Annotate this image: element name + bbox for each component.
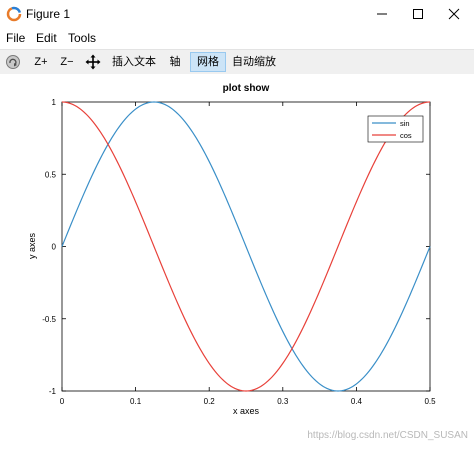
close-icon: [448, 8, 460, 20]
window-title: Figure 1: [26, 7, 71, 21]
series-line-sin: [61, 101, 431, 392]
x-tick-label: 0.5: [424, 397, 436, 406]
axis-ticks: 0 0.1 0.2 0.3 0.4 0.5 -1 -0.5 0 0.5 1: [42, 98, 436, 406]
grid-button[interactable]: 网格: [190, 52, 226, 72]
y-axis-label: y axes: [27, 232, 37, 259]
x-tick-label: 0.4: [351, 397, 363, 406]
insert-text-button[interactable]: 插入文本: [110, 53, 158, 71]
autoscale-label: 自动缩放: [232, 56, 276, 68]
figure-canvas[interactable]: plot show 0 0.1 0.2 0.3 0.4 0.5 -1 -0.5 0 0.5 1 x …: [0, 74, 474, 445]
menu-edit-label: Edit: [36, 31, 57, 45]
x-tick-label: 0.1: [130, 397, 142, 406]
plot-title: plot show: [223, 83, 270, 94]
menu-file-label: File: [6, 31, 26, 45]
menu-tools-label: Tools: [68, 31, 97, 45]
legend-box: [367, 115, 424, 143]
title-bar: Figure 1: [0, 0, 474, 28]
x-tick-label: 0.2: [204, 397, 216, 406]
plot-svg[interactable]: plot show 0 0.1 0.2 0.3 0.4 0.5 -1 -0.5 0 0.5 1 x …: [0, 74, 474, 445]
grid-label: 网格: [197, 56, 219, 68]
watermark: https://blog.csdn.net/CSDN_SUSAN: [307, 430, 468, 441]
legend: sin cos: [367, 115, 424, 143]
maximize-icon: [413, 9, 423, 19]
minimize-button[interactable]: [362, 0, 402, 28]
zoom-in-button[interactable]: Z+: [30, 53, 52, 71]
menu-tools[interactable]: Tools: [68, 30, 96, 46]
menu-bar: File Edit Tools: [0, 28, 474, 48]
y-tick-label: 1: [52, 98, 57, 107]
rotate-icon: [6, 55, 20, 69]
y-tick-label: 0: [52, 243, 57, 252]
plot-lines: [61, 101, 431, 392]
legend-label-cos: cos: [400, 131, 412, 140]
maximize-button[interactable]: [398, 0, 438, 28]
autoscale-button[interactable]: 自动缩放: [230, 53, 278, 71]
axis-button[interactable]: 轴: [166, 53, 184, 71]
x-axis-label: x axes: [233, 406, 260, 416]
legend-label-sin: sin: [400, 119, 410, 128]
axis-label: 轴: [169, 56, 181, 68]
pan-icon: [85, 54, 101, 70]
x-tick-label: 0.3: [277, 397, 289, 406]
figure-toolbar: Z+ Z− 插入文本 轴 网格 自动缩放: [0, 49, 474, 74]
minimize-icon: [377, 13, 387, 15]
rotate-button[interactable]: [4, 53, 22, 71]
zoom-out-label: Z−: [60, 56, 74, 68]
menu-edit[interactable]: Edit: [36, 30, 57, 46]
y-tick-label: -0.5: [42, 315, 56, 324]
octave-app-icon: [6, 6, 22, 22]
menu-file[interactable]: File: [6, 30, 25, 46]
close-button[interactable]: [434, 0, 474, 28]
zoom-out-button[interactable]: Z−: [56, 53, 78, 71]
zoom-in-label: Z+: [34, 56, 48, 68]
pan-button[interactable]: [84, 53, 102, 71]
insert-text-label: 插入文本: [112, 56, 156, 68]
series-line-cos: [61, 101, 431, 392]
y-tick-label: 0.5: [45, 170, 57, 179]
x-tick-label: 0: [60, 397, 65, 406]
y-tick-label: -1: [49, 387, 57, 396]
